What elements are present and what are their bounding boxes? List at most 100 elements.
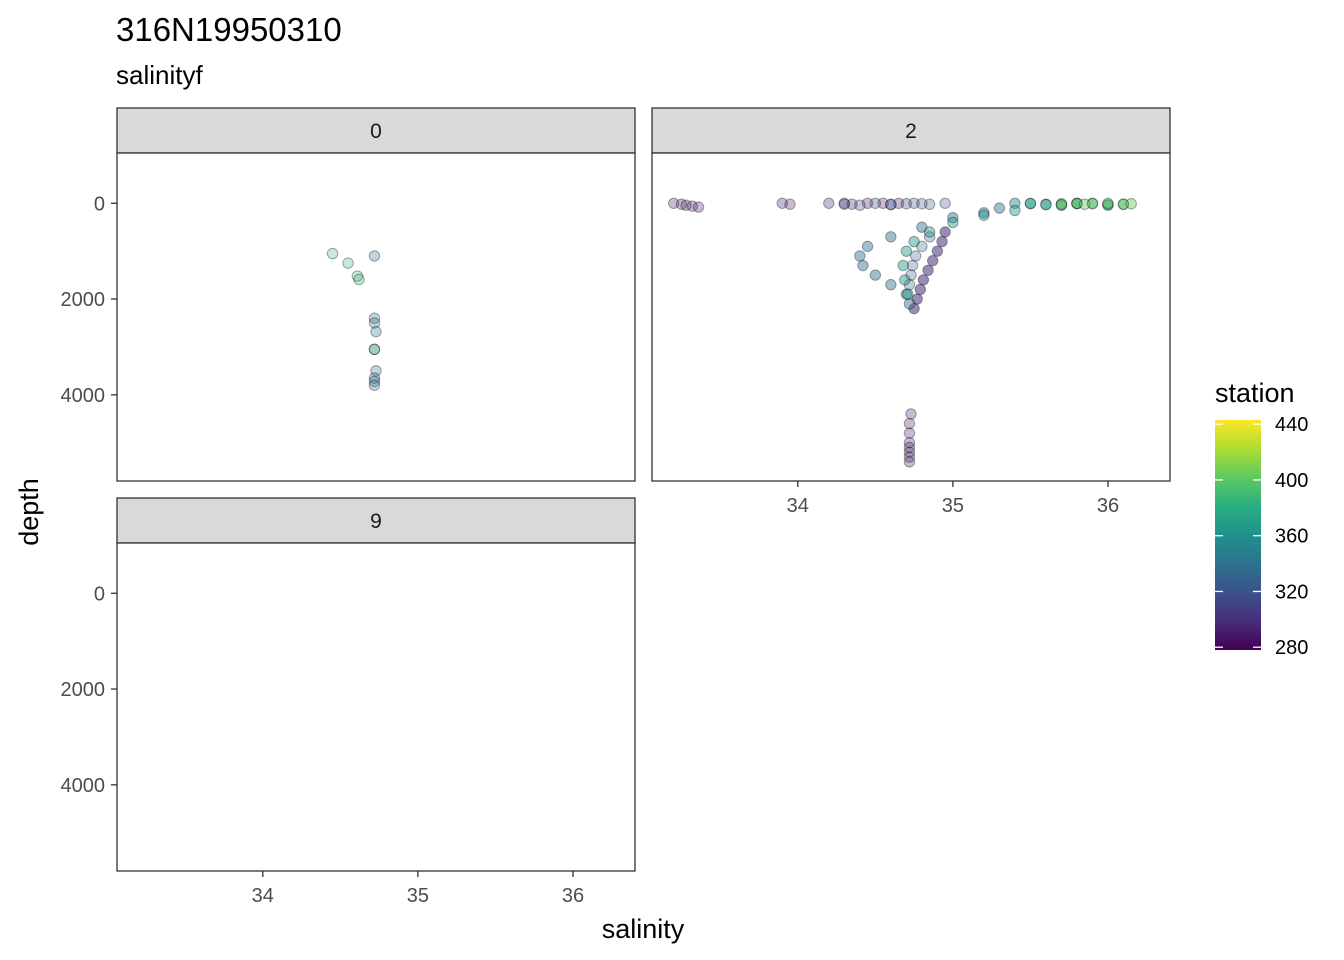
data-point [861,240,874,253]
y-axis-ticks-0: 0 2000 4000 [61,193,117,407]
data-point [903,446,916,458]
y-tick-label: 4000 [61,385,106,407]
legend-tick-label: 440 [1275,414,1308,436]
legend-tick-label: 400 [1275,470,1308,492]
y-tick-label: 0 [94,583,105,605]
data-point [370,365,382,377]
data-point [900,198,913,210]
data-point [905,408,917,420]
data-point [900,245,913,257]
chart-subtitle: salinityf [116,60,203,90]
data-point [368,312,381,324]
legend-title: station [1215,378,1295,408]
data-point [877,197,889,209]
data-point [1086,197,1099,209]
data-point [916,221,928,233]
data-point [903,298,916,310]
data-point [368,379,381,391]
data-point [939,226,951,238]
data-point [1117,198,1130,210]
data-point [885,278,897,291]
data-point [1102,199,1114,211]
data-point [680,199,692,211]
x-axis-ticks-9: 34 35 36 [252,871,584,907]
data-point [368,372,381,384]
x-axis-label: salinity [602,914,685,944]
data-point [869,197,882,209]
y-axis-ticks-9: 0 2000 4000 [61,583,117,797]
data-point [923,198,936,210]
data-point [978,207,990,219]
x-tick-label: 36 [562,885,584,907]
data-point [903,427,916,439]
data-point [903,278,916,291]
data-point [902,288,914,300]
data-point [869,269,882,281]
data-point [905,269,917,281]
data-point [892,197,905,209]
data-point [903,436,916,449]
legend-tick-label: 320 [1275,581,1308,603]
panel-background-9 [116,542,636,872]
data-point [936,235,948,248]
data-point [897,259,909,272]
data-point [857,259,869,272]
x-axis-ticks-2: 34 35 36 [787,481,1119,517]
facet-strip-0 [116,107,636,154]
data-point [838,198,851,210]
data-point [900,288,913,300]
legend-colorbar [1215,420,1261,650]
facet-panel-0: 0 0 2000 4000 [61,107,636,482]
data-point [923,226,936,238]
y-tick-label: 2000 [61,289,106,311]
data-point [917,274,930,286]
data-point [351,270,364,282]
data-point [861,197,874,209]
data-point [923,231,936,243]
data-point [368,317,381,329]
data-point [353,273,365,286]
data-point [846,198,858,210]
data-point [686,200,699,212]
data-point [885,198,897,210]
data-point [675,198,688,210]
data-point [903,417,916,430]
panel-background-2 [651,152,1171,482]
data-point [1071,197,1083,209]
data-point [368,343,381,356]
panel-background-0 [116,152,636,482]
points-layer-0 [326,247,382,391]
data-point [1079,198,1091,210]
legend-ticks: 280 320 360 400 440 [1215,414,1308,659]
facet-panel-9: 9 0 2000 4000 34 35 36 [61,497,636,907]
data-point [1040,199,1052,211]
data-point [368,375,381,388]
data-point [911,293,923,305]
data-point [668,197,680,209]
legend-tick-label: 360 [1275,526,1308,548]
data-point [922,264,934,277]
data-point [947,216,959,229]
data-point [1117,198,1130,210]
data-point [368,343,381,356]
x-tick-label: 36 [1097,495,1119,517]
data-point [1071,198,1083,210]
data-point [908,302,920,315]
data-point [1055,199,1068,211]
data-point [978,209,990,221]
data-point [854,199,866,211]
data-point [908,235,920,248]
facet-strip-2 [651,107,1171,154]
data-point [326,247,339,260]
data-point [939,197,951,209]
data-point [838,197,851,209]
data-point [931,245,944,257]
data-point [906,259,919,272]
facet-strip-label-2: 2 [905,120,917,143]
data-point [1055,199,1068,211]
data-point [854,250,866,262]
data-point [885,231,897,243]
data-point [993,202,1006,214]
data-point [368,250,381,262]
